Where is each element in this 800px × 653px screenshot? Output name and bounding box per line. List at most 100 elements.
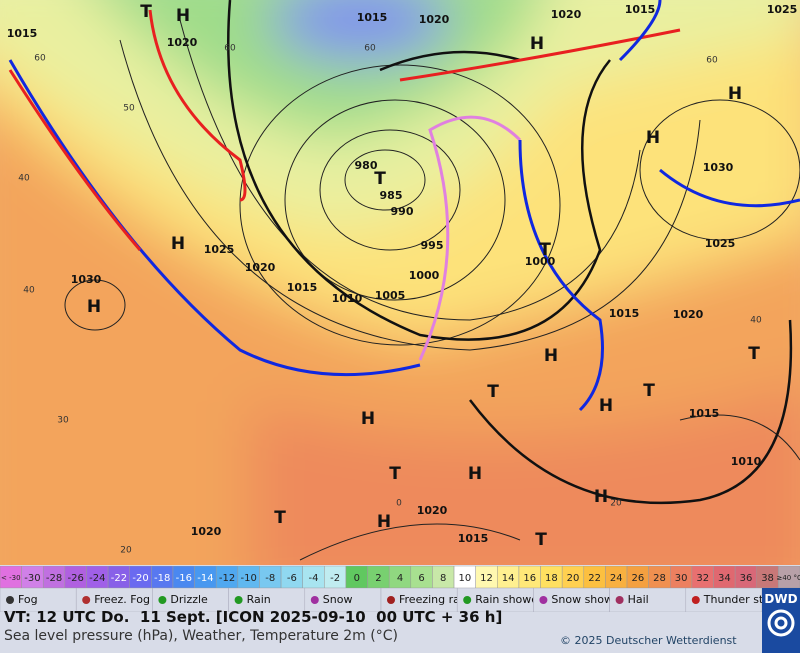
pressure-center: H	[171, 234, 185, 254]
description: Sea level pressure (hPa), Weather, Tempe…	[4, 628, 398, 644]
scale-label: 26	[631, 573, 644, 584]
valid-time: VT: 12 UTC Do. 11 Sept. [ICON 2025-09-10…	[4, 608, 503, 626]
scale-label: -18	[154, 573, 170, 584]
scale-label: 0	[354, 573, 360, 584]
isotherm-label: 60	[706, 56, 718, 66]
logo-text: DWD	[764, 592, 798, 606]
legend-icon	[310, 596, 319, 604]
isobar-label: 1020	[167, 36, 198, 49]
pressure-center: H	[728, 84, 742, 104]
scale-label: 24	[610, 573, 623, 584]
scale-label: -28	[46, 573, 62, 584]
isobar-label: 1020	[417, 504, 448, 517]
isotherm-label: 0	[396, 499, 402, 509]
scale-label: 32	[696, 573, 709, 584]
isobar-label: 1030	[703, 161, 734, 174]
isotherm-label: 20	[120, 546, 132, 556]
legend-label: Snow shower	[551, 593, 624, 606]
pressure-center: H	[646, 128, 660, 148]
legend-label: Rain	[247, 593, 271, 606]
isobar-label: 990	[391, 205, 414, 218]
pressure-center: H	[599, 396, 613, 416]
pressure-center: H	[377, 512, 391, 532]
legend-icon	[691, 596, 700, 604]
legend-label: Thunder storm	[703, 593, 762, 606]
fronts	[8, 0, 800, 412]
isobar-label: 980	[355, 159, 378, 172]
weather-legend: Fog Freez. Fog Drizzle Rain Snow Freezing rai…	[0, 588, 762, 612]
isobar-label: 1015	[287, 281, 318, 294]
pressure-center: T	[374, 169, 386, 189]
isobar-label: 1020	[419, 13, 450, 26]
isobar-label: 1020	[551, 8, 582, 21]
isobar-label: 1025	[204, 243, 235, 256]
scale-label: 4	[397, 573, 403, 584]
legend-icon	[387, 596, 395, 604]
isotherm-label: 60	[224, 44, 236, 54]
pressure-center: T	[535, 530, 547, 550]
isobar-label: 1010	[332, 292, 363, 305]
legend-label: Hail	[628, 593, 649, 606]
isobar-label: 1000	[525, 255, 556, 268]
scale-label: ≥40 °C	[776, 574, 800, 582]
legend-icon	[615, 596, 624, 604]
isobar-label: 1000	[409, 269, 440, 282]
scale-label: 30	[675, 573, 688, 584]
legend-icon	[6, 596, 14, 604]
scale-label: 38	[761, 573, 774, 584]
legend-label: Fog	[18, 593, 38, 606]
isotherm-label: 40	[18, 174, 30, 184]
isobar-label: 1020	[191, 525, 222, 538]
scale-label: 8	[440, 573, 446, 584]
isotherm-label: 40	[750, 316, 762, 326]
temperature-field	[0, 0, 800, 565]
scale-label: 34	[718, 573, 731, 584]
pressure-center: T	[643, 381, 655, 401]
isotherm-label: 30	[57, 416, 69, 426]
isobar-label: 1015	[7, 27, 38, 40]
scale-label: -2	[330, 573, 340, 584]
legend-icon	[539, 596, 548, 604]
color-scale: < -30 -30 -28 -26 -24 -22 -20 -18 -16 -14 -12 -10 -8…	[0, 566, 800, 588]
pressure-center: H	[530, 34, 544, 54]
scale-label: 6	[418, 573, 424, 584]
pressure-center: T	[274, 508, 286, 528]
scale-label: -16	[176, 573, 192, 584]
scale-label: -8	[265, 573, 275, 584]
map-labels: 1015 1020 1015 1020 1020 1015 1025 980 985 990 995…	[7, 2, 798, 556]
scale-label: 22	[588, 573, 601, 584]
isobar-label: 1015	[689, 407, 720, 420]
scale-label: 14	[502, 573, 515, 584]
pressure-center: T	[140, 2, 152, 22]
isotherm-label: 20	[610, 499, 622, 509]
scale-label: -26	[68, 573, 84, 584]
isotherm-label: 60	[364, 44, 376, 54]
legend-label: Snow	[323, 593, 353, 606]
pressure-center: H	[594, 487, 608, 507]
scale-label: 28	[653, 573, 666, 584]
scale-label: 18	[545, 573, 558, 584]
pressure-center: T	[539, 240, 551, 260]
scale-label: -4	[309, 573, 319, 584]
scale-label: 2	[375, 573, 381, 584]
isobar-label: 1020	[245, 261, 276, 274]
map: 1015 1020 1015 1020 1020 1015 1025 980 985 990 995…	[0, 0, 800, 565]
scale-label: -20	[132, 573, 148, 584]
isotherm-label: 40	[23, 286, 35, 296]
isobar-label: 1005	[375, 289, 406, 302]
pressure-center: T	[748, 344, 760, 364]
isobar-label: 1015	[625, 3, 656, 16]
isotherm-label: 50	[123, 104, 135, 114]
scale-label: 12	[480, 573, 493, 584]
scale-label: -24	[89, 573, 105, 584]
scale-label: -30	[24, 573, 40, 584]
isobar-label: 985	[380, 189, 403, 202]
isobar-label: 1030	[71, 273, 102, 286]
isobar-label: 1015	[357, 11, 388, 24]
scale-label: < -30	[1, 574, 21, 582]
scale-label: 36	[740, 573, 753, 584]
scale-label: 10	[458, 573, 471, 584]
isobar-label: 1015	[458, 532, 489, 545]
pressure-center: H	[468, 464, 482, 484]
